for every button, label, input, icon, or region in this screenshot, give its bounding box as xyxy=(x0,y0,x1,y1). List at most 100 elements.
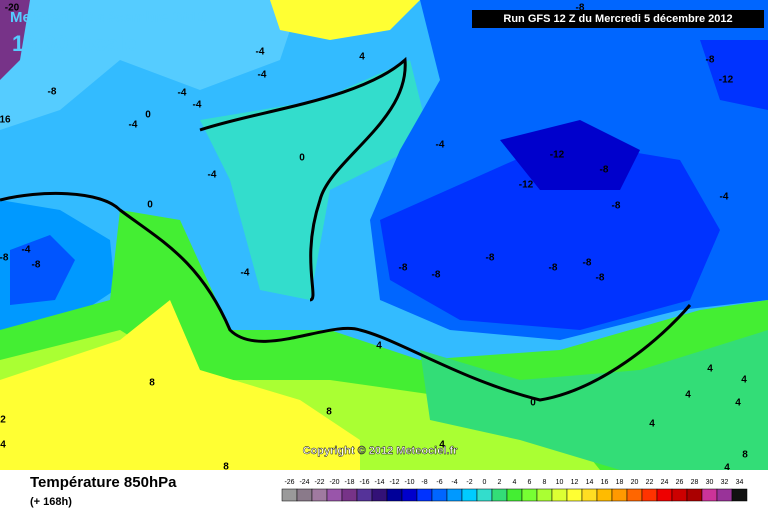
colorbar-tick-label: -24 xyxy=(299,479,309,486)
contour-label: 4 xyxy=(707,364,713,375)
contour-label: -8 xyxy=(583,258,592,269)
colorbar-swatch xyxy=(326,488,343,502)
contour-label: -8 xyxy=(596,273,605,284)
colorbar-swatch xyxy=(626,488,643,502)
colorbar-swatch xyxy=(386,488,403,502)
colorbar-swatch xyxy=(356,488,373,502)
colorbar-swatch xyxy=(296,488,313,502)
contour-label: 4 xyxy=(685,390,691,401)
contour-label: 2 xyxy=(0,415,6,426)
contour-label: -8 xyxy=(432,270,441,281)
contour-label: -12 xyxy=(550,150,565,161)
contour-label: -4 xyxy=(256,47,265,58)
colorbar-tick-label: 30 xyxy=(706,479,714,486)
colorbar-tick-label: -8 xyxy=(421,479,427,486)
colorbar-tick-label: 24 xyxy=(661,479,669,486)
colorbar-swatch xyxy=(476,488,493,502)
colorbar-tick-label: -14 xyxy=(374,479,384,486)
colorbar-swatch xyxy=(416,488,433,502)
contour-label: 0 xyxy=(299,153,305,164)
colorbar-swatch xyxy=(701,488,718,502)
colorbar-tick-label: 34 xyxy=(736,479,744,486)
contour-label: -4 xyxy=(208,170,217,181)
colorbar-tick-label: 2 xyxy=(498,479,502,486)
contour-label: 4 xyxy=(649,419,655,430)
colorbar-tick-label: 6 xyxy=(528,479,532,486)
contour-label: -8 xyxy=(549,263,558,274)
date: Mercredi 12 décembre 2012 xyxy=(10,9,206,26)
colorbar-swatch xyxy=(371,488,388,502)
run-box xyxy=(472,10,764,28)
contour-label: -8 xyxy=(706,55,715,66)
contour-label: 0 xyxy=(530,398,536,409)
colorbar-swatch xyxy=(596,488,613,502)
colorbar-swatch xyxy=(491,488,508,502)
colorbar-tick-label: -6 xyxy=(436,479,442,486)
colorbar-tick-label: 4 xyxy=(513,479,517,486)
colorbar-tick-label: 14 xyxy=(586,479,594,486)
colorbar-swatch xyxy=(551,488,568,502)
colorbar-swatch xyxy=(506,488,523,502)
colorbar-tick-label: -2 xyxy=(466,479,472,486)
colorbar-swatch xyxy=(536,488,553,502)
colorbar-tick-label: -18 xyxy=(344,479,354,486)
contour-label: 0 xyxy=(147,200,153,211)
colorbar-tick-label: -16 xyxy=(359,479,369,486)
colorbar-tick-label: -10 xyxy=(404,479,414,486)
colorbar-swatch xyxy=(446,488,463,502)
footer-title: Température 850hPa xyxy=(30,474,177,491)
contour-label: 0 xyxy=(145,110,151,121)
colorbar-swatch xyxy=(671,488,688,502)
contour-label: -8 xyxy=(399,263,408,274)
contour-label: 4 xyxy=(735,398,741,409)
contour-label: -8 xyxy=(0,253,9,264)
colorbar-tick-label: 28 xyxy=(691,479,699,486)
colorbar-tick-label: 12 xyxy=(571,479,579,486)
colorbar-tick-label: 26 xyxy=(676,479,684,486)
contour-labels: -20-816 0-4-4-4-4-4 4-8-8-12-4-12-12-8-4-8… xyxy=(0,3,748,474)
colorbar-tick-label: 16 xyxy=(601,479,609,486)
colorbar-tick-label: 32 xyxy=(721,479,729,486)
contour-label: -4 xyxy=(193,100,202,111)
contour-label: -8 xyxy=(600,165,609,176)
contour-label: -12 xyxy=(519,180,534,191)
contour-label: -8 xyxy=(576,3,585,14)
colorbar-swatch xyxy=(431,488,448,502)
contour-label: -4 xyxy=(241,268,250,279)
colorbar-tick-label: 20 xyxy=(631,479,639,486)
colorbar-tick-label: 18 xyxy=(616,479,624,486)
colorbar: -26 -24 -22 -20 -18 -16 -14 -12 -10 -8 -6 -4 -2 0 2 4 6 8… xyxy=(281,479,748,502)
contour-label: 8 xyxy=(223,462,229,473)
contour-label: 4 xyxy=(724,463,730,474)
contour-label: 4 xyxy=(359,52,365,63)
colorbar-tick-label: 8 xyxy=(543,479,547,486)
contour-label: -4 xyxy=(178,88,187,99)
colorbar-swatch xyxy=(731,488,748,502)
colorbar-swatch xyxy=(716,488,733,502)
colorbar-tick-label: -22 xyxy=(314,479,324,486)
contour-label: 4 xyxy=(439,440,445,451)
colorbar-swatch xyxy=(401,488,418,502)
colorbar-swatch xyxy=(341,488,358,502)
colorbar-tick-label: -12 xyxy=(389,479,399,486)
contour-label: -4 xyxy=(258,70,267,81)
lead-time: (+ 168h) xyxy=(30,496,72,508)
colorbar-swatch xyxy=(311,488,328,502)
colorbar-swatch xyxy=(281,488,298,502)
colorbar-tick-label: 0 xyxy=(483,479,487,486)
contour-label: -4 xyxy=(436,140,445,151)
colorbar-swatch xyxy=(611,488,628,502)
colorbar-swatch xyxy=(686,488,703,502)
contour-label: 4 xyxy=(376,341,382,352)
colorbar-tick-label: -20 xyxy=(329,479,339,486)
contour-label: -4 xyxy=(129,120,138,131)
copyright: Copyright © 2012 Meteociel.fr xyxy=(303,445,459,457)
colorbar-swatch xyxy=(641,488,658,502)
contour-label: -4 xyxy=(720,192,729,203)
run-info: Run GFS 12 Z du Mercredi 5 décembre 2012 xyxy=(503,13,732,25)
contour-label: -8 xyxy=(48,87,57,98)
colorbar-swatch xyxy=(521,488,538,502)
contour-label: 4 xyxy=(741,375,747,386)
